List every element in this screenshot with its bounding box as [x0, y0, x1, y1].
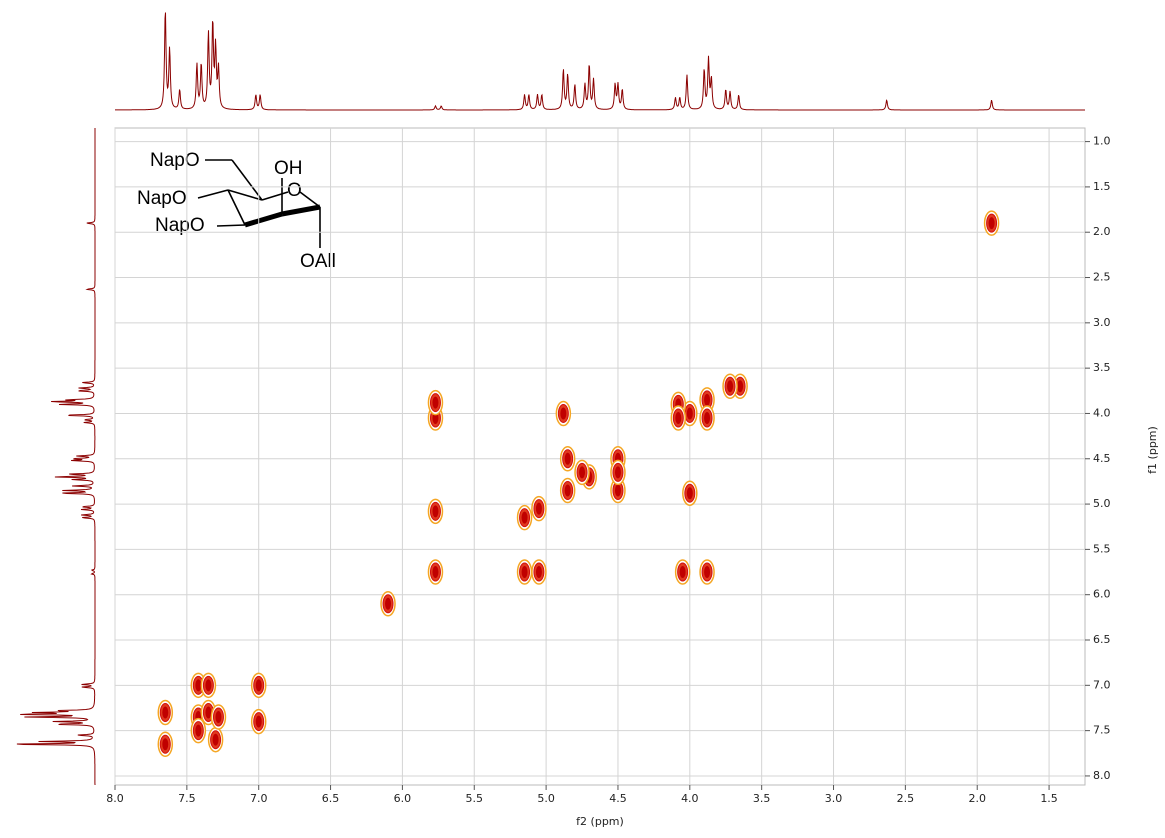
cross-peak	[686, 487, 693, 500]
cross-peak	[704, 566, 711, 579]
label: O	[287, 180, 302, 201]
y-tick-label: 6.0	[1093, 588, 1111, 601]
cross-peak	[255, 679, 262, 692]
y-tick-label: 1.0	[1093, 135, 1111, 148]
x-tick-label: 6.0	[394, 792, 412, 805]
bond	[227, 189, 246, 226]
x-tick-label: 5.0	[537, 792, 555, 805]
cross-peak	[255, 715, 262, 728]
cross-peak	[737, 380, 744, 393]
label: NapO	[155, 215, 205, 236]
cross-peak	[162, 738, 169, 751]
cross-peak	[162, 706, 169, 719]
cross-peak	[385, 597, 392, 610]
projection-left	[16, 128, 96, 785]
bond	[227, 189, 263, 201]
y-tick-label: 1.5	[1093, 180, 1111, 193]
cross-peak	[727, 380, 734, 393]
cross-peak	[614, 484, 621, 497]
bond	[231, 159, 263, 201]
cross-peak	[535, 566, 542, 579]
cross-peak	[432, 566, 439, 579]
cross-peak	[704, 393, 711, 406]
cross-peak	[704, 411, 711, 424]
cross-peak	[521, 566, 528, 579]
cross-peak	[614, 466, 621, 479]
y-tick-label: 3.0	[1093, 316, 1111, 329]
y-tick-label: 7.5	[1093, 724, 1111, 737]
x-tick-label: 6.5	[322, 792, 340, 805]
y-tick-label: 7.0	[1093, 678, 1111, 691]
cross-peak	[560, 407, 567, 420]
label: OH	[274, 158, 303, 179]
x-tick-label: 3.5	[753, 792, 771, 805]
cross-peak	[564, 452, 571, 465]
y-tick-label: 2.0	[1093, 225, 1111, 238]
cross-peak	[675, 411, 682, 424]
x-tick-label: 7.5	[178, 792, 196, 805]
cross-peak	[521, 511, 528, 524]
x-tick-label: 2.0	[968, 792, 986, 805]
cross-peak	[432, 505, 439, 518]
cross-peak	[432, 396, 439, 409]
cross-peak	[564, 484, 571, 497]
x-tick-label: 5.5	[466, 792, 484, 805]
x-tick-label: 2.5	[897, 792, 915, 805]
cross-peak	[205, 706, 212, 719]
cross-peak	[195, 724, 202, 737]
cross-peak	[679, 566, 686, 579]
y-tick-label: 4.5	[1093, 452, 1111, 465]
x-axis-title: f2 (ppm)	[576, 815, 624, 828]
x-tick-label: 7.0	[250, 792, 268, 805]
projection-top	[115, 12, 1085, 111]
x-tick-label: 8.0	[106, 792, 124, 805]
cross-peak	[579, 466, 586, 479]
y-tick-label: 5.5	[1093, 542, 1111, 555]
bond	[299, 191, 321, 208]
x-tick-label: 4.5	[609, 792, 627, 805]
bond	[261, 191, 289, 201]
x-tick-label: 1.5	[1040, 792, 1058, 805]
label: NapO	[150, 150, 200, 171]
y-tick-label: 8.0	[1093, 769, 1111, 782]
bond	[197, 189, 229, 199]
cross-peak	[195, 679, 202, 692]
cross-peak	[988, 217, 995, 230]
label: NapO	[137, 188, 187, 209]
bond	[281, 204, 321, 217]
x-tick-label: 3.0	[825, 792, 843, 805]
y-tick-label: 6.5	[1093, 633, 1111, 646]
label: OAll	[300, 251, 336, 272]
cross-peak	[215, 711, 222, 724]
bond	[216, 224, 246, 227]
y-tick-label: 2.5	[1093, 271, 1111, 284]
y-tick-label: 5.0	[1093, 497, 1111, 510]
bond	[244, 211, 283, 228]
cross-peak	[686, 407, 693, 420]
x-tick-label: 4.0	[681, 792, 699, 805]
structure: NapO OH O NapO NapO OAll	[137, 150, 336, 272]
y-tick-label: 3.5	[1093, 361, 1111, 374]
cross-peak	[205, 679, 212, 692]
cross-peak	[212, 733, 219, 746]
cross-peak	[535, 502, 542, 515]
y-tick-label: 4.0	[1093, 406, 1111, 419]
y-axis-title: f1 (ppm)	[1146, 426, 1159, 474]
